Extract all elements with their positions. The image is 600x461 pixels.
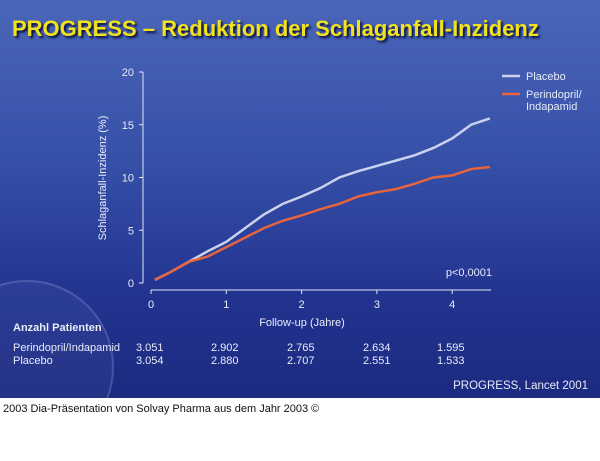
- p-value-annotation: p<0,0001: [446, 267, 492, 279]
- x-axis-label: Follow-up (Jahre): [259, 317, 345, 329]
- patients-row-label: Placebo: [13, 355, 53, 367]
- y-tick-label: 10: [122, 173, 134, 185]
- patients-count-cell: 1.595: [437, 342, 465, 354]
- x-tick-label: 2: [299, 299, 305, 311]
- y-axis-label: Schlaganfall-Inzidenz (%): [97, 116, 109, 241]
- patients-row-label: Perindopril/Indapamid: [13, 342, 121, 354]
- patients-count-cell: 2.707: [287, 355, 315, 367]
- caption: 2003 Dia-Präsentation von Solvay Pharma …: [3, 403, 320, 415]
- x-tick-label: 1: [223, 299, 229, 311]
- y-tick-label: 5: [128, 225, 134, 237]
- y-tick-label: 0: [128, 278, 134, 290]
- slide: PROGRESS – Reduktion der Schlaganfall-In…: [0, 0, 600, 398]
- legend-label-treatment-2: Indapamid: [526, 101, 577, 113]
- legend-label-treatment: Perindopril/: [526, 89, 583, 101]
- patients-count-cell: 3.054: [136, 355, 164, 367]
- y-tick-label: 15: [122, 120, 134, 132]
- treatment-line: [154, 165, 490, 281]
- x-tick-label: 3: [374, 299, 380, 311]
- patients-count-cell: 3.051: [136, 342, 164, 354]
- x-tick-label: 0: [148, 299, 154, 311]
- x-tick-label: 4: [449, 299, 455, 311]
- y-tick-label: 20: [122, 67, 134, 79]
- patients-count-cell: 1.533: [437, 355, 465, 367]
- patients-count-cell: 2.902: [211, 342, 239, 354]
- patients-count-cell: 2.551: [363, 355, 391, 367]
- source-citation: PROGRESS, Lancet 2001: [453, 380, 588, 392]
- slide-title: PROGRESS – Reduktion der Schlaganfall-In…: [12, 16, 539, 41]
- patients-count-cell: 2.765: [287, 342, 315, 354]
- legend-label-placebo: Placebo: [526, 71, 566, 83]
- patients-count-cell: 2.880: [211, 355, 239, 367]
- patients-heading: Anzahl Patienten: [13, 322, 102, 334]
- placebo-line: [154, 117, 491, 281]
- patients-count-cell: 2.634: [363, 342, 391, 354]
